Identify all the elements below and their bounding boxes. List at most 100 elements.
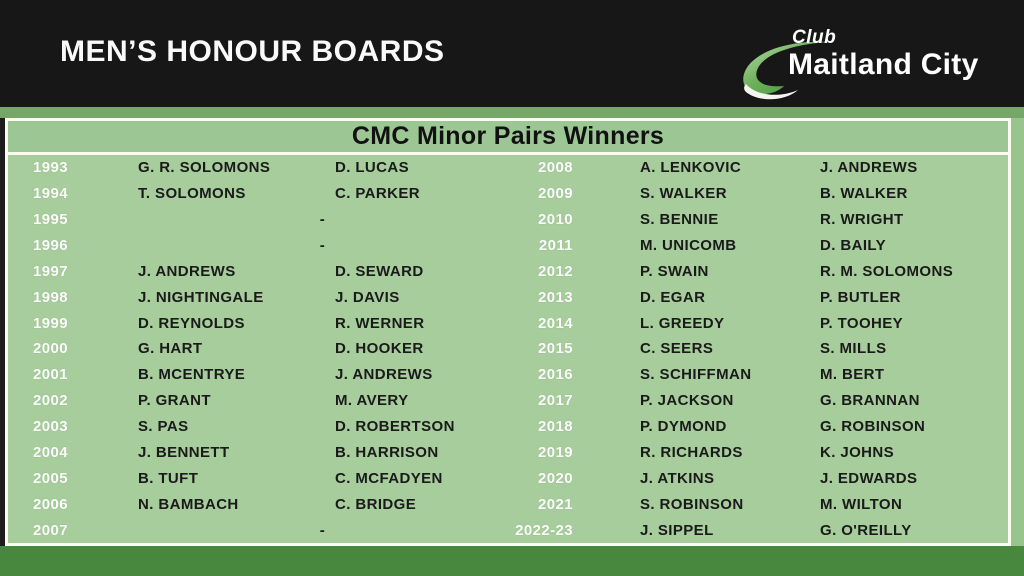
club-maitland-city-logo: Club Maitland City: [732, 28, 978, 100]
year-cell-left: 2003: [33, 418, 68, 436]
player1-cell-left: N. BAMBACH: [138, 495, 239, 513]
player2-cell-left: C. BRIDGE: [335, 495, 417, 513]
player1-cell-right: A. LENKOVIC: [640, 159, 742, 177]
year-cell-right: 2022-23: [515, 521, 573, 539]
year-cell-left: 2005: [33, 469, 68, 487]
title-divider-line: [8, 152, 1008, 155]
year-cell-right: 2010: [538, 211, 573, 229]
player2-cell-right: P. TOOHEY: [820, 314, 904, 332]
player1-cell-right: R. RICHARDS: [640, 443, 743, 461]
player1-cell-right: S. ROBINSON: [640, 495, 744, 513]
table-row: 2004 J. BENNETT B. HARRISON 2019 R. RICHARDS…: [8, 440, 1008, 466]
player2-cell-right: G. BRANNAN: [820, 392, 920, 410]
table-row: 2000 G. HART D. HOOKER 2015 C. SEERS S. MILLS: [8, 336, 1008, 362]
player2-cell-right: G. O'REILLY: [820, 521, 912, 539]
player2-cell-right: D. BAILY: [820, 237, 886, 255]
player2-cell-right: P. BUTLER: [820, 288, 901, 306]
player2-cell-right: J. EDWARDS: [820, 469, 918, 487]
player2-cell-right: M. BERT: [820, 366, 885, 384]
year-cell-left: 1995: [33, 211, 68, 229]
player1-cell-left: S. PAS: [138, 418, 189, 436]
year-cell-right: 2011: [538, 237, 573, 255]
year-cell-right: 2009: [538, 185, 573, 203]
table-row: 2006 N. BAMBACH C. BRIDGE 2021 S. ROBINSON M.…: [8, 491, 1008, 517]
table-row: 1997 J. ANDREWS D. SEWARD 2012 P. SWAIN R. M.…: [8, 258, 1008, 284]
player1-cell-right: P. JACKSON: [640, 392, 734, 410]
player2-cell-left: R. WERNER: [335, 314, 425, 332]
player1-cell-right: S. SCHIFFMAN: [640, 366, 752, 384]
player1-cell-left: J. BENNETT: [138, 443, 230, 461]
player2-cell-left: B. HARRISON: [335, 443, 439, 461]
player2-cell-left: C. PARKER: [335, 185, 420, 203]
year-cell-left: 1996: [33, 237, 68, 255]
table-row: 2002 P. GRANT M. AVERY 2017 P. JACKSON G. BRA…: [8, 388, 1008, 414]
player1-cell-left: J. NIGHTINGALE: [138, 288, 264, 306]
player1-cell-left: B. MCENTRYE: [138, 366, 246, 384]
year-cell-right: 2017: [538, 392, 573, 410]
year-cell-right: 2016: [538, 366, 573, 384]
year-cell-right: 2014: [538, 314, 573, 332]
player1-cell-left: T. SOLOMONS: [138, 185, 246, 203]
player1-cell-right: L. GREEDY: [640, 314, 725, 332]
player2-cell-left: M. AVERY: [335, 392, 409, 410]
player2-cell-right: R. WRIGHT: [820, 211, 904, 229]
player1-cell-left: B. TUFT: [138, 469, 199, 487]
player2-cell-left: D. LUCAS: [335, 159, 410, 177]
table-row: 1993 G. R. SOLOMONS D. LUCAS 2008 A. LENKOVI…: [8, 155, 1008, 181]
player2-cell-left: C. MCFADYEN: [335, 469, 443, 487]
bottom-green-bar: [0, 546, 1024, 576]
no-winner-dash: -: [319, 211, 326, 229]
logo-swoosh-icon: [743, 41, 828, 100]
year-cell-right: 2008: [538, 159, 573, 177]
year-cell-left: 2004: [33, 443, 68, 461]
player2-cell-left: D. SEWARD: [335, 262, 424, 280]
year-cell-left: 2001: [33, 366, 68, 384]
year-cell-right: 2013: [538, 288, 573, 306]
no-winner-dash: -: [319, 521, 326, 539]
player1-cell-left: D. REYNOLDS: [138, 314, 245, 332]
table-row: 1994 T. SOLOMONS C. PARKER 2009 S. WALKER B. …: [8, 181, 1008, 207]
table-row: 1996 - 2011 M. UNICOMB D. BAILY: [8, 233, 1008, 259]
player1-cell-right: C. SEERS: [640, 340, 714, 358]
player2-cell-left: J. DAVIS: [335, 288, 400, 306]
year-cell-left: 2002: [33, 392, 68, 410]
no-winner-dash: -: [319, 237, 326, 255]
logo-text: Club Maitland City: [788, 28, 979, 80]
player2-cell-right: S. MILLS: [820, 340, 887, 358]
player1-cell-right: P. SWAIN: [640, 262, 709, 280]
table-row: 2007 - 2022-23 J. SIPPEL G. O'REILLY: [8, 517, 1008, 543]
year-cell-left: 1997: [33, 262, 68, 280]
player2-cell-left: J. ANDREWS: [335, 366, 433, 384]
player2-cell-right: B. WALKER: [820, 185, 908, 203]
year-cell-left: 2000: [33, 340, 68, 358]
table-row: 1995 - 2010 S. BENNIE R. WRIGHT: [8, 207, 1008, 233]
table-row: 1998 J. NIGHTINGALE J. DAVIS 2013 D. EGAR P. …: [8, 284, 1008, 310]
player1-cell-right: M. UNICOMB: [640, 237, 737, 255]
year-cell-left: 1993: [33, 159, 68, 177]
year-cell-left: 2007: [33, 521, 68, 539]
player1-cell-left: G. HART: [138, 340, 203, 358]
board-left-shadow: [0, 118, 5, 546]
logo-name-label: Maitland City: [788, 48, 979, 81]
year-cell-right: 2021: [538, 495, 573, 513]
page-title: MEN’S HONOUR BOARDS: [60, 35, 445, 68]
player2-cell-left: D. ROBERTSON: [335, 418, 455, 436]
year-cell-left: 1994: [33, 185, 68, 203]
logo-club-label: Club: [792, 27, 837, 48]
table-row: 1999 D. REYNOLDS R. WERNER 2014 L. GREEDY P. …: [8, 310, 1008, 336]
year-cell-left: 1998: [33, 288, 68, 306]
player1-cell-right: S. BENNIE: [640, 211, 719, 229]
header-bar: MEN’S HONOUR BOARDS Club Maitland City: [0, 0, 1024, 107]
year-cell-left: 2006: [33, 495, 68, 513]
table-row: 2005 B. TUFT C. MCFADYEN 2020 J. ATKINS J. ED…: [8, 465, 1008, 491]
minor-pairs-board: CMC Minor Pairs Winners 1993 G. R. SOLOMO…: [5, 118, 1011, 546]
year-cell-right: 2019: [538, 443, 573, 461]
player1-cell-left: P. GRANT: [138, 392, 211, 410]
player1-cell-left: G. R. SOLOMONS: [138, 159, 271, 177]
year-cell-right: 2018: [538, 418, 573, 436]
player1-cell-right: J. ATKINS: [640, 469, 715, 487]
player1-cell-right: D. EGAR: [640, 288, 706, 306]
green-divider-strip: [0, 107, 1024, 118]
year-cell-right: 2012: [538, 262, 573, 280]
